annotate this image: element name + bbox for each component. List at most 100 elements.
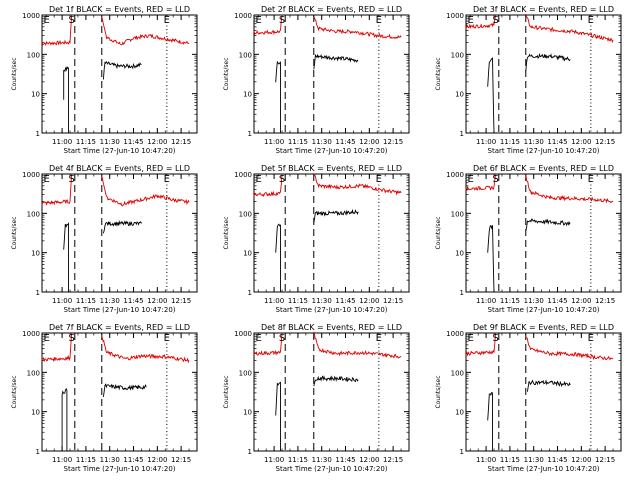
panel-title: Det 4f BLACK = Events, RED = LLD [49,164,190,173]
detector-panel: Det 6f BLACK = Events, RED = LLD 1 10 100 10… [435,164,622,314]
x-tick-label: 11:45 [547,297,567,305]
y-tick-label: 100 [239,210,252,218]
event-marker-label: E [376,15,382,26]
event-marker-label: S [492,174,498,185]
event-marker-label: E [376,333,382,344]
x-tick-label: 11:00 [264,297,284,305]
x-tick-label: 11:45 [547,456,567,464]
panel-title: Det 8f BLACK = Events, RED = LLD [261,323,402,332]
x-tick-label: 11:45 [335,456,355,464]
events-series-line [275,381,281,451]
x-tick-label: 11:45 [123,297,143,305]
x-tick-label: 11:30 [100,138,120,146]
x-tick-label: 11:00 [264,138,284,146]
x-tick-label: 11:15 [76,297,96,305]
y-tick-label: 1 [460,289,464,297]
detector-panel: Det 7f BLACK = Events, RED = LLD 1 10 100 10… [11,323,198,473]
panel-title: Det 7f BLACK = Events, RED = LLD [49,323,190,332]
detector-panel: Det 4f BLACK = Events, RED = LLD 1 10 100 10… [11,164,198,314]
x-tick-label: 11:00 [264,456,284,464]
x-tick-label: 11:15 [288,456,308,464]
x-axis-label: Start Time (27-Jun-10 10:47:20) [64,306,176,314]
y-tick-label: 10 [31,250,40,258]
x-tick-label: 12:15 [383,297,403,305]
y-tick-label: 10 [243,250,252,258]
y-tick-label: 100 [27,369,40,377]
plot-frame [253,332,410,452]
y-axis-label: Counts/sec [223,57,230,90]
event-marker-label: S [279,15,285,26]
lld-series-line [313,331,402,359]
y-tick-label: 100 [239,369,252,377]
event-marker-label: E [588,174,594,185]
event-marker-label: E [255,15,261,26]
x-tick-label: 11:45 [335,138,355,146]
x-tick-label: 12:15 [383,456,403,464]
x-tick-label: 12:00 [147,456,167,464]
event-marker-label: S [68,333,74,344]
event-marker-label: S [492,333,498,344]
x-tick-label: 11:30 [312,138,332,146]
x-tick-label: 12:15 [383,138,403,146]
events-series-line [525,218,571,232]
y-tick-label: 10 [31,409,40,417]
x-tick-label: 12:00 [147,297,167,305]
x-axis-label: Start Time (27-Jun-10 10:47:20) [276,465,388,473]
lld-series-line [313,17,402,40]
lld-series-line [41,332,73,363]
y-tick-label: 1 [248,289,252,297]
event-marker-label: E [467,174,473,185]
y-tick-label: 1 [36,448,40,456]
lld-series-line [525,174,614,204]
y-tick-label: 1000 [446,171,464,179]
lld-series-line [525,336,614,361]
event-marker-label: E [43,174,49,185]
events-series-line [487,57,495,134]
lld-series-line [525,13,614,43]
x-tick-label: 12:00 [359,456,379,464]
event-marker-label: E [164,174,170,185]
x-tick-label: 11:30 [312,297,332,305]
x-tick-label: 11:30 [524,138,544,146]
events-series-line [63,221,69,292]
y-tick-label: 100 [451,210,464,218]
x-axis-label: Start Time (27-Jun-10 10:47:20) [488,465,600,473]
event-marker-label: S [68,15,74,26]
y-tick-label: 1000 [22,330,40,338]
events-series-line [102,219,142,234]
event-marker-label: E [467,333,473,344]
lld-series-line [253,14,283,35]
event-marker-label: S [279,174,285,185]
panel-title: Det 2f BLACK = Events, RED = LLD [261,5,402,14]
events-series-line [102,60,142,80]
y-axis-label: Counts/sec [11,375,18,408]
x-tick-label: 11:45 [123,138,143,146]
event-marker-label: E [255,174,261,185]
event-marker-label: S [279,333,285,344]
y-tick-label: 100 [27,51,40,59]
y-tick-label: 1 [36,289,40,297]
y-tick-label: 1 [460,130,464,138]
y-tick-label: 100 [451,51,464,59]
events-series-line [102,383,147,397]
event-marker-label: E [164,333,170,344]
y-tick-label: 1000 [446,330,464,338]
y-tick-label: 100 [27,210,40,218]
y-tick-label: 10 [455,250,464,258]
lld-series-line [465,173,497,191]
y-axis-label: Counts/sec [435,216,442,249]
lld-series-line [465,332,497,357]
y-tick-label: 10 [243,409,252,417]
y-tick-label: 100 [239,51,252,59]
events-series-line [487,225,495,293]
x-tick-label: 11:30 [524,456,544,464]
x-axis-label: Start Time (27-Jun-10 10:47:20) [64,465,176,473]
y-tick-label: 10 [455,409,464,417]
plot-frame [465,173,622,293]
y-tick-label: 1000 [234,12,252,20]
panel-title: Det 9f BLACK = Events, RED = LLD [473,323,614,332]
y-tick-label: 1000 [446,12,464,20]
x-tick-label: 12:00 [571,297,591,305]
x-tick-label: 11:15 [500,456,520,464]
